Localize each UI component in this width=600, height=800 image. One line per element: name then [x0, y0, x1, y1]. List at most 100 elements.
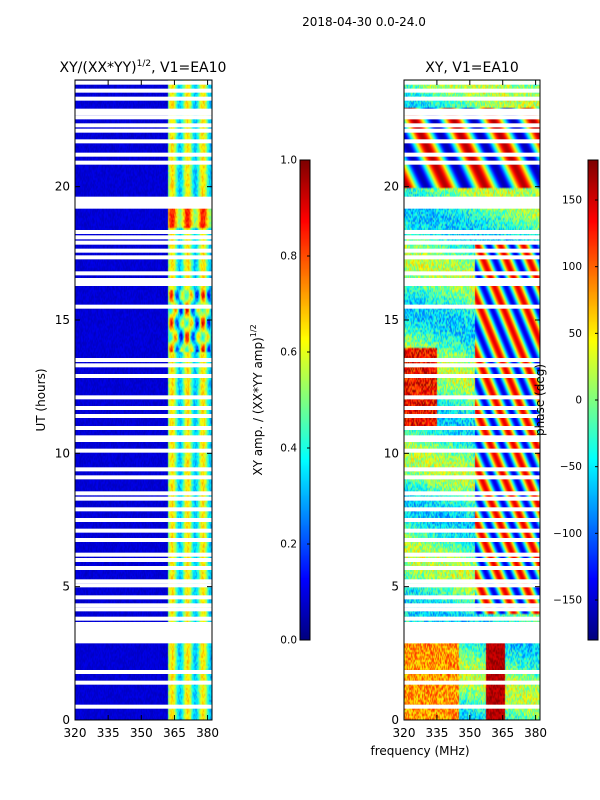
x-tick-label: 335 — [97, 726, 120, 740]
left-panel-title: XY/(XX*YY)1/2, V1=EA10 — [60, 59, 227, 76]
colorbar-tick-label: 0.2 — [280, 539, 297, 551]
flagged-row — [75, 278, 212, 282]
flagged-row — [75, 435, 212, 440]
flagged-row — [75, 395, 212, 400]
flagged-row — [75, 566, 212, 570]
flagged-row — [75, 438, 212, 442]
y-tick-label: 0 — [62, 713, 70, 727]
y-tick-label: 15 — [384, 313, 399, 327]
phase-colorbar: −150 −100 −50 0 50 100 150 — [553, 159, 599, 641]
y-tick-label: 20 — [384, 180, 399, 194]
flagged-row — [75, 595, 212, 600]
flagged-row — [75, 491, 212, 496]
y-tick-label: 10 — [384, 446, 399, 460]
flagged-row — [404, 566, 540, 570]
flagged-row — [75, 507, 212, 512]
flagged-row — [75, 704, 212, 709]
amplitude-flagged-rows — [75, 80, 212, 709]
flagged-row — [404, 282, 540, 286]
flagged-row — [75, 282, 212, 286]
flagged-row — [75, 363, 212, 368]
flagged-row — [404, 595, 540, 600]
flagged-row — [404, 96, 540, 101]
flagged-row — [75, 139, 212, 144]
flagged-row — [75, 607, 212, 612]
flagged-row — [404, 435, 540, 440]
colorbar-tick-label: 0.6 — [280, 347, 297, 359]
amplitude-colorbar-frame — [299, 159, 311, 641]
y-tick-label: 0 — [391, 713, 399, 727]
amplitude-colorbar-label: XY amp. / (XX*YY amp)1/2 — [249, 324, 265, 475]
amplitude-axes-frame — [74, 79, 213, 721]
flagged-row — [404, 123, 540, 128]
x-tick-label: 380 — [196, 726, 219, 740]
flagged-row — [75, 196, 212, 201]
flagged-row — [404, 491, 540, 496]
flagged-row — [404, 528, 540, 533]
flagged-row — [75, 496, 212, 501]
amplitude-heatmap-image — [75, 80, 212, 720]
flagged-row — [404, 230, 540, 234]
flagged-row — [404, 363, 540, 368]
flagged-row — [404, 518, 540, 522]
flagged-row — [75, 558, 212, 562]
colorbar-tick-label: 0.4 — [280, 443, 297, 455]
flagged-row — [75, 248, 212, 253]
colorbar-tick-label: 0.0 — [280, 635, 297, 647]
amplitude-ylabel: UT (hours) — [34, 368, 48, 431]
colorbar-tick-label: 150 — [562, 195, 582, 207]
flagged-row — [75, 670, 212, 674]
flagged-row — [404, 496, 540, 501]
flagged-row — [404, 426, 540, 430]
flagged-row — [404, 704, 540, 709]
flagged-row — [75, 199, 212, 204]
flagged-row — [404, 139, 540, 144]
y-tick-label: 5 — [391, 580, 399, 594]
flagged-row — [75, 358, 212, 362]
amplitude-colorbar-gradient — [300, 160, 310, 640]
flagged-row — [404, 603, 540, 608]
colorbar-tick-label: −150 — [553, 595, 582, 607]
flagged-row — [75, 115, 212, 120]
flagged-row — [75, 552, 212, 557]
flagged-row — [404, 255, 540, 260]
flagged-row — [404, 395, 540, 400]
flagged-row — [404, 583, 540, 588]
flagged-row — [75, 583, 212, 588]
amplitude-colorbar-ticks: 0.0 0.2 0.4 0.6 0.8 1.0 — [280, 155, 310, 647]
flagged-row — [404, 108, 540, 113]
flagged-row — [75, 80, 212, 85]
flagged-row — [404, 448, 540, 453]
phase-axis-ticks: 320 335 350 365 380 0 5 10 15 20 — [384, 80, 547, 740]
flagged-row — [404, 304, 540, 309]
flagged-row — [75, 634, 212, 638]
flagged-row — [404, 115, 540, 120]
phase-colorbar-label: phase (deg) — [533, 364, 547, 436]
flagged-row — [75, 88, 212, 93]
figure-title: 2018-04-30 0.0-24.0 — [302, 15, 426, 29]
flagged-row — [75, 636, 212, 641]
x-tick-label: 365 — [163, 726, 186, 740]
flagged-row — [404, 80, 540, 85]
x-tick-label: 380 — [524, 726, 547, 740]
flagged-row — [404, 626, 540, 630]
flagged-row — [75, 304, 212, 309]
x-tick-label: 365 — [491, 726, 514, 740]
flagged-row — [75, 230, 212, 234]
flagged-row — [75, 622, 212, 626]
flagged-row — [404, 374, 540, 378]
flagged-row — [75, 160, 212, 165]
flagged-row — [75, 475, 212, 480]
flagged-row — [75, 538, 212, 542]
flagged-row — [75, 528, 212, 533]
flagged-row — [404, 552, 540, 557]
flagged-row — [404, 634, 540, 638]
colorbar-tick-label: −50 — [560, 461, 582, 473]
flagged-row — [404, 636, 540, 641]
flagged-row — [75, 603, 212, 608]
flagged-row — [404, 538, 540, 542]
phase-colorbar-ticks: −150 −100 −50 0 50 100 150 — [553, 195, 598, 607]
y-tick-label: 20 — [55, 180, 70, 194]
flagged-row — [75, 467, 212, 472]
